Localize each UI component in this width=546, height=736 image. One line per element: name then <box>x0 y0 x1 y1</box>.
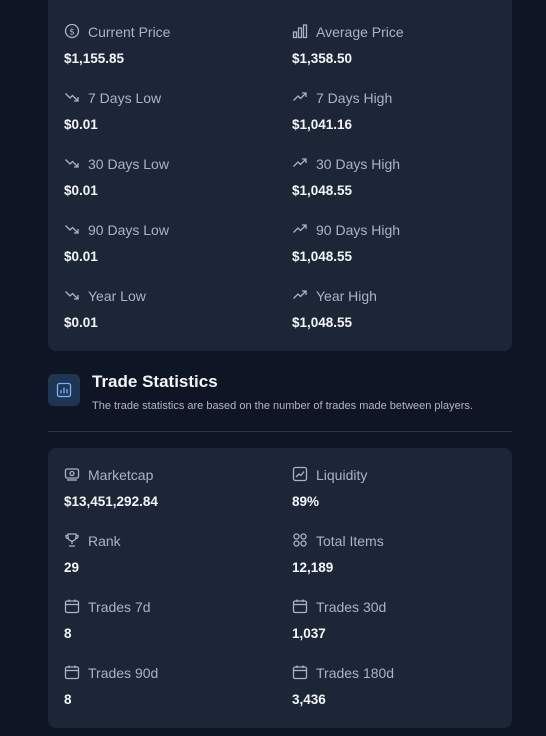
chart-badge-icon <box>48 374 80 406</box>
stat-7-days-high: 7 Days High $1,041.16 <box>292 89 520 155</box>
stat-marketcap: Marketcap $13,451,292.84 <box>64 466 292 532</box>
trend-up-icon <box>292 155 308 174</box>
stat-value: $13,451,292.84 <box>64 494 158 509</box>
svg-text:$: $ <box>69 27 75 37</box>
grid-icon <box>292 532 308 551</box>
stat-value: $1,048.55 <box>292 315 353 330</box>
dollar-circle-icon: $ <box>64 23 80 42</box>
stat-label: 7 Days Low <box>88 90 162 106</box>
stat-value: 12,189 <box>292 560 334 575</box>
stat-value: $1,155.85 <box>64 51 125 66</box>
stat-trades-90d: Trades 90d 8 <box>64 664 292 730</box>
stat-30-days-low: 30 Days Low $0.01 <box>64 155 292 221</box>
stat-value: 89% <box>292 494 320 509</box>
stat-90-days-high: 90 Days High $1,048.55 <box>292 221 520 287</box>
stat-rank: Rank 29 <box>64 532 292 598</box>
stat-label: 30 Days High <box>316 156 401 172</box>
stat-value: 8 <box>64 626 72 641</box>
stat-average-price: Average Price $1,358.50 <box>292 23 520 89</box>
stat-trades-7d: Trades 7d 8 <box>64 598 292 664</box>
trend-up-icon <box>292 89 308 108</box>
divider <box>48 431 512 432</box>
stat-value: $1,358.50 <box>292 51 353 66</box>
stat-value: 1,037 <box>292 626 326 641</box>
trend-up-icon <box>292 221 308 240</box>
stat-label: Total Items <box>316 533 384 549</box>
stat-current-price: $ Current Price $1,155.85 <box>64 23 292 89</box>
stat-value: $1,041.16 <box>292 117 353 132</box>
stat-value: $0.01 <box>64 183 98 198</box>
stat-value: $0.01 <box>64 249 98 264</box>
banknote-icon <box>64 466 80 485</box>
stat-label: 90 Days High <box>316 222 401 238</box>
stat-value: 29 <box>64 560 80 575</box>
calendar-icon <box>64 598 80 617</box>
calendar-icon <box>292 598 308 617</box>
stat-label: Year High <box>316 288 377 304</box>
stat-value: $0.01 <box>64 315 98 330</box>
stat-label: 7 Days High <box>316 90 393 106</box>
stat-90-days-low: 90 Days Low $0.01 <box>64 221 292 287</box>
section-title: Trade Statistics <box>92 372 218 391</box>
stat-label: Current Price <box>88 24 171 40</box>
stat-label: 30 Days Low <box>88 156 169 172</box>
stat-trades-30d: Trades 30d 1,037 <box>292 598 520 664</box>
stat-30-days-high: 30 Days High $1,048.55 <box>292 155 520 221</box>
chart-box-icon <box>292 466 308 485</box>
trend-down-icon <box>64 221 80 240</box>
stat-label: Trades 180d <box>316 665 395 681</box>
trend-down-icon <box>64 287 80 306</box>
stat-label: Year Low <box>88 288 146 304</box>
stat-year-high: Year High $1,048.55 <box>292 287 520 353</box>
calendar-icon <box>292 664 308 683</box>
stat-label: 90 Days Low <box>88 222 169 238</box>
stat-label: Marketcap <box>88 467 154 483</box>
stat-value: $1,048.55 <box>292 249 353 264</box>
stat-value: $0.01 <box>64 117 98 132</box>
section-description: The trade statistics are based on the nu… <box>92 400 473 412</box>
calendar-icon <box>64 664 80 683</box>
bar-chart-icon <box>292 23 308 42</box>
stat-label: Trades 7d <box>88 599 151 615</box>
stat-trades-180d: Trades 180d 3,436 <box>292 664 520 730</box>
stat-liquidity: Liquidity 89% <box>292 466 520 532</box>
trend-up-icon <box>292 287 308 306</box>
stat-value: $1,048.55 <box>292 183 353 198</box>
stat-label: Trades 30d <box>316 599 387 615</box>
price-stats-card: $ Current Price $1,155.85 Average Price $… <box>48 0 512 351</box>
trade-stats-card: Marketcap $13,451,292.84 Liquidity 89% R… <box>48 448 512 728</box>
stat-7-days-low: 7 Days Low $0.01 <box>64 89 292 155</box>
stat-total-items: Total Items 12,189 <box>292 532 520 598</box>
trend-down-icon <box>64 89 80 108</box>
stat-label: Trades 90d <box>88 665 159 681</box>
trend-down-icon <box>64 155 80 174</box>
stat-value: 3,436 <box>292 692 326 707</box>
stat-value: 8 <box>64 692 72 707</box>
stat-year-low: Year Low $0.01 <box>64 287 292 353</box>
stat-label: Rank <box>88 533 121 549</box>
stat-label: Average Price <box>316 24 404 40</box>
stat-label: Liquidity <box>316 467 368 483</box>
trophy-icon <box>64 532 80 551</box>
trade-statistics-header: Trade Statistics The trade statistics ar… <box>48 372 512 432</box>
